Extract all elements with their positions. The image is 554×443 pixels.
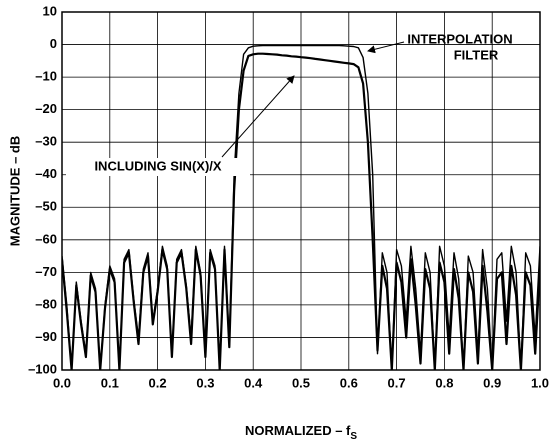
y-tick-label: –90 (35, 329, 57, 344)
x-tick-label: 0.1 (101, 375, 119, 390)
x-axis-label-text: NORMALIZED – f (245, 423, 351, 438)
plot-lines (62, 44, 540, 370)
x-tick-label: 0.0 (53, 375, 71, 390)
y-tick-label: –30 (35, 134, 57, 149)
y-tick-label: –70 (35, 264, 57, 279)
x-axis-label: NORMALIZED – fS (245, 423, 357, 441)
y-tick-label: 10 (43, 3, 57, 18)
plot-frame (61, 11, 541, 371)
annotation-arrow (367, 41, 405, 54)
x-tick-label: 0.5 (292, 375, 310, 390)
x-tick-label: 0.9 (483, 375, 501, 390)
annotation-bg (66, 158, 250, 176)
y-tick-label: –80 (35, 296, 57, 311)
x-tick-label: 0.8 (435, 375, 453, 390)
line-series (62, 52, 540, 370)
y-tick-label: 0 (50, 36, 57, 51)
x-tick-label: 0.2 (149, 375, 167, 390)
x-tick-label: 0.4 (244, 375, 263, 390)
y-tick-label: –50 (35, 199, 57, 214)
y-axis-label: MAGNITUDE – dB (7, 136, 22, 247)
y-tick-label: –100 (28, 361, 57, 376)
x-tick-label: 0.6 (340, 375, 358, 390)
x-axis-label-subscript: S (350, 431, 357, 442)
y-tick-label: –20 (35, 101, 57, 116)
x-tick-label: 0.3 (196, 375, 214, 390)
annotation: INCLUDING SIN(X)/X (94, 158, 221, 173)
y-tick-label: –40 (35, 166, 57, 181)
x-tick-label: 1.0 (531, 375, 549, 390)
annotation: FILTER (454, 47, 499, 62)
annotation-arrow (221, 75, 295, 158)
x-tick-label: 0.7 (388, 375, 406, 390)
y-tick-label: –60 (35, 231, 57, 246)
annotation: INTERPOLATION (407, 31, 512, 46)
y-tick-label: –10 (35, 69, 57, 84)
